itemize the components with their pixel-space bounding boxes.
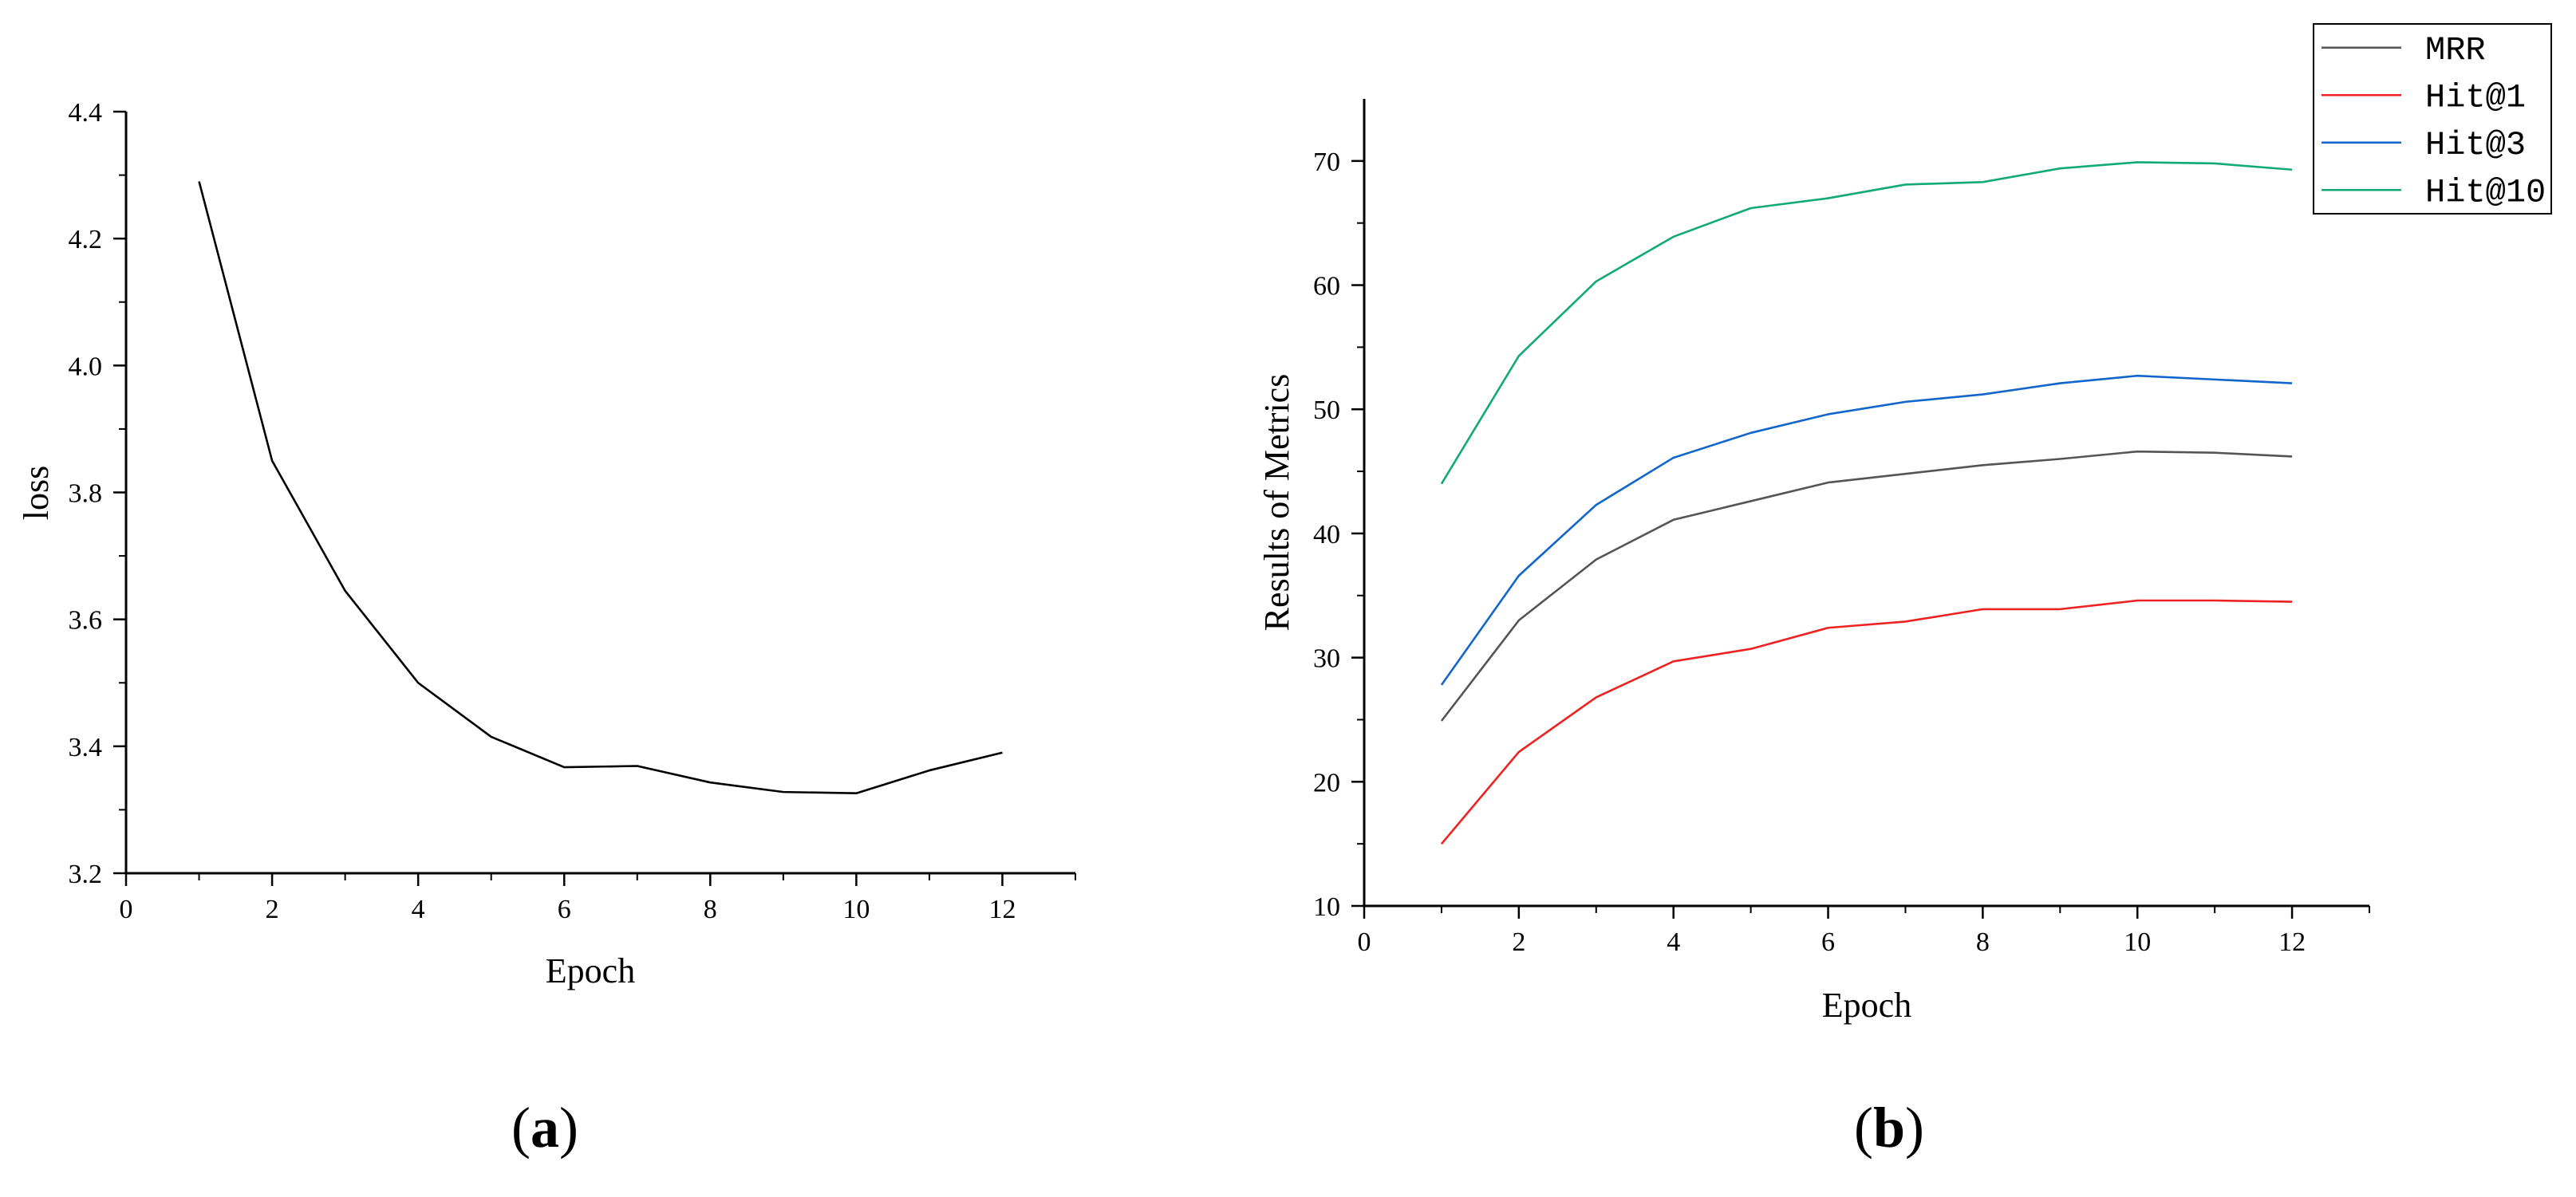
series-line-hit-10 xyxy=(1440,161,2293,485)
x-axis-label: Epoch xyxy=(1822,986,1911,1025)
panel-label-b: (b) xyxy=(1854,1096,1924,1160)
y-tick-label: 40 xyxy=(1313,520,1340,549)
y-tick-label: 60 xyxy=(1313,272,1340,301)
x-tick-label: 2 xyxy=(1512,927,1525,957)
x-axis-label: Epoch xyxy=(546,951,635,990)
x-tick-label: 2 xyxy=(266,895,279,924)
y-tick-label: 3.8 xyxy=(69,479,103,509)
y-tick-label: 4.4 xyxy=(69,98,103,128)
y-tick-label: 10 xyxy=(1313,892,1340,922)
metrics-chart-panel: 0 2 4 6 8 10 12 10 20 30 40 50 60 70 Epoch Results of… xyxy=(1257,23,2552,1160)
y-axis-label: Results of Metrics xyxy=(1257,374,1296,632)
loss-chart-marks: 0 2 4 6 8 10 12 3.2 3.4 3.6 3.8 4.0 4.2 4.4 xyxy=(69,98,1076,924)
x-tick-label: 0 xyxy=(120,895,133,924)
legend-label-hit-10: Hit@10 xyxy=(2425,173,2546,211)
y-tick-label: 3.4 xyxy=(69,733,103,762)
x-tick-label: 0 xyxy=(1358,927,1371,957)
panel-label-letter: b xyxy=(1873,1096,1905,1160)
legend: MRR Hit@1 Hit@3 Hit@10 xyxy=(2313,23,2552,215)
x-tick-label: 4 xyxy=(1667,927,1680,957)
y-axis-label: loss xyxy=(17,466,56,520)
panel-label-letter: a xyxy=(531,1096,559,1160)
x-tick-label: 4 xyxy=(412,895,425,924)
legend-box xyxy=(2313,23,2552,215)
series-line-hit-3 xyxy=(1440,374,2293,686)
y-tick-label: 4.2 xyxy=(69,225,103,254)
y-tick-label: 50 xyxy=(1313,396,1340,425)
series-line-mrr xyxy=(1440,450,2293,722)
x-tick-label: 6 xyxy=(1821,927,1835,957)
y-tick-label: 70 xyxy=(1313,148,1340,177)
legend-label-hit-1: Hit@1 xyxy=(2425,78,2526,116)
y-tick-label: 4.0 xyxy=(69,352,103,381)
loss-chart-panel: 0 2 4 6 8 10 12 3.2 3.4 3.6 3.8 4.0 4.2 4.4 Epoch los… xyxy=(17,98,1076,1160)
x-tick-label: 10 xyxy=(842,895,870,924)
y-tick-label: 20 xyxy=(1313,768,1340,797)
x-tick-label: 10 xyxy=(2124,927,2151,957)
x-tick-label: 8 xyxy=(704,895,717,924)
x-tick-label: 12 xyxy=(2278,927,2306,957)
y-tick-label: 30 xyxy=(1313,644,1340,674)
legend-label-mrr: MRR xyxy=(2425,31,2486,69)
x-tick-label: 8 xyxy=(1976,927,1990,957)
y-tick-label: 3.6 xyxy=(69,606,103,636)
metrics-chart-marks: 0 2 4 6 8 10 12 10 20 30 40 50 60 70 xyxy=(1313,99,2370,957)
panel-label-a: (a) xyxy=(511,1096,578,1160)
series-line-hit-1 xyxy=(1440,599,2293,845)
series-line-loss xyxy=(198,181,1003,795)
y-tick-label: 3.2 xyxy=(69,860,103,889)
x-tick-label: 6 xyxy=(558,895,571,924)
x-tick-label: 12 xyxy=(988,895,1016,924)
legend-label-hit-3: Hit@3 xyxy=(2425,126,2526,164)
